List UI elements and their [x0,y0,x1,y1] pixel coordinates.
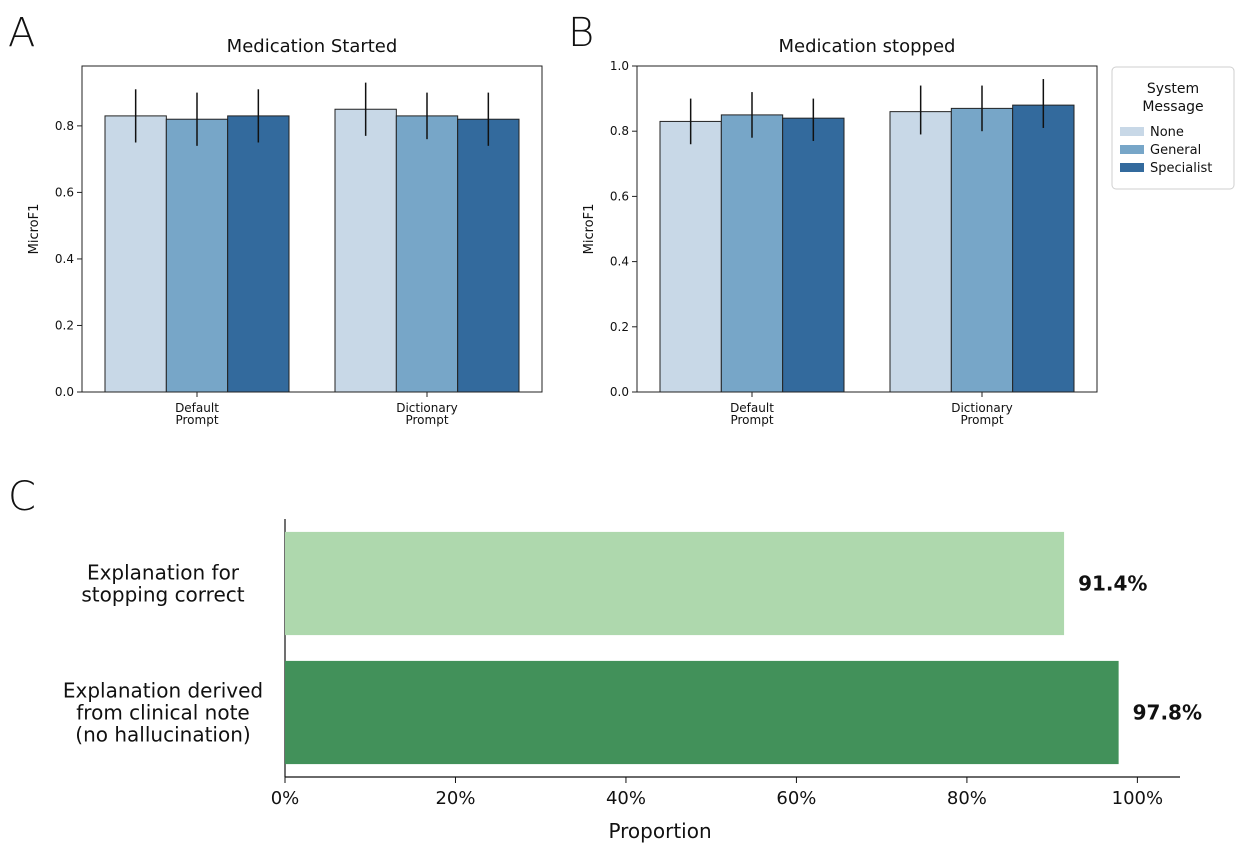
legend-label: General [1150,143,1201,158]
x-tick-label: 20% [435,788,475,809]
panel-b: B Medication stopped 0.0 0.2 0.4 0.6 0.8 1.0 Mic… [568,10,1098,427]
bar-c-1 [285,531,1065,636]
category-label: (no hallucination) [75,723,250,747]
x-tick-label: Prompt [730,413,773,427]
x-tick-label: Default [730,401,774,415]
plot-frame [636,65,1098,393]
bar-b-general [950,107,1014,393]
x-tick-label: Prompt [405,413,448,427]
bar-a-none [334,108,397,393]
data-label: 91.4% [1078,572,1147,596]
panel-a: A Medication Started 0.0 0.2 0.4 0.6 0.8 MicroF… [8,10,543,427]
panel-letter: B [568,10,594,56]
y-tick-label: 0.0 [55,385,74,399]
legend: System Message None General Specialist [1111,66,1235,190]
bar-b-none [659,120,722,393]
legend-label: Specialist [1150,161,1212,176]
x-tick-label: 80% [947,788,987,809]
y-axis-label: MicroF1 [27,204,42,255]
y-tick-label: 0.8 [610,124,629,138]
y-tick-label: 0.6 [55,185,74,199]
legend-swatch-none [1120,127,1144,136]
x-axis-label: Proportion [608,819,711,843]
y-tick-label: 0.4 [55,252,74,266]
y-tick-label: 0.4 [610,255,629,269]
x-tick-label: Dictionary [951,401,1013,415]
bar-a-specialist [457,118,520,393]
bar-a-none [104,115,167,393]
data-label: 97.8% [1133,701,1202,725]
x-tick-label: 0% [271,788,300,809]
legend-title: Message [1142,99,1203,115]
bar-b-specialist [1012,104,1075,393]
panel-letter: C [8,474,36,520]
x-tick-label: Default [175,401,219,415]
bar-b-specialist [782,117,845,393]
bar-b-none [889,111,952,393]
y-axis-label: MicroF1 [582,204,597,255]
bar-c-2 [285,660,1119,765]
chart-title: Medication stopped [779,36,956,57]
panel-letter: A [8,10,35,56]
x-tick-label: 40% [606,788,646,809]
legend-swatch-specialist [1120,163,1144,172]
category-label: Explanation derived [63,679,263,703]
legend-title: System [1147,81,1199,97]
y-tick-label: 0.8 [55,119,74,133]
bar-a-general [395,115,459,393]
x-tick-label: 60% [776,788,816,809]
category-label: stopping correct [81,583,244,607]
x-tick-label: 100% [1112,788,1163,809]
bar-a-general [165,118,229,393]
y-tick-label: 0.6 [610,189,629,203]
chart-title: Medication Started [227,36,398,57]
legend-swatch-general [1120,145,1144,154]
x-tick-label: Dictionary [396,401,458,415]
y-tick-label: 1.0 [610,59,629,73]
category-label: Explanation for [87,561,240,585]
y-tick-label: 0.2 [55,318,74,332]
legend-label: None [1150,125,1184,140]
category-label: from clinical note [76,701,249,725]
bar-b-general [720,114,784,393]
bar-a-specialist [227,115,290,393]
x-tick-label: Prompt [960,413,1003,427]
plot-frame [81,65,543,393]
legend-frame [1111,66,1235,190]
x-tick-label: Prompt [175,413,218,427]
y-tick-label: 0.0 [610,385,629,399]
y-tick-label: 0.2 [610,320,629,334]
